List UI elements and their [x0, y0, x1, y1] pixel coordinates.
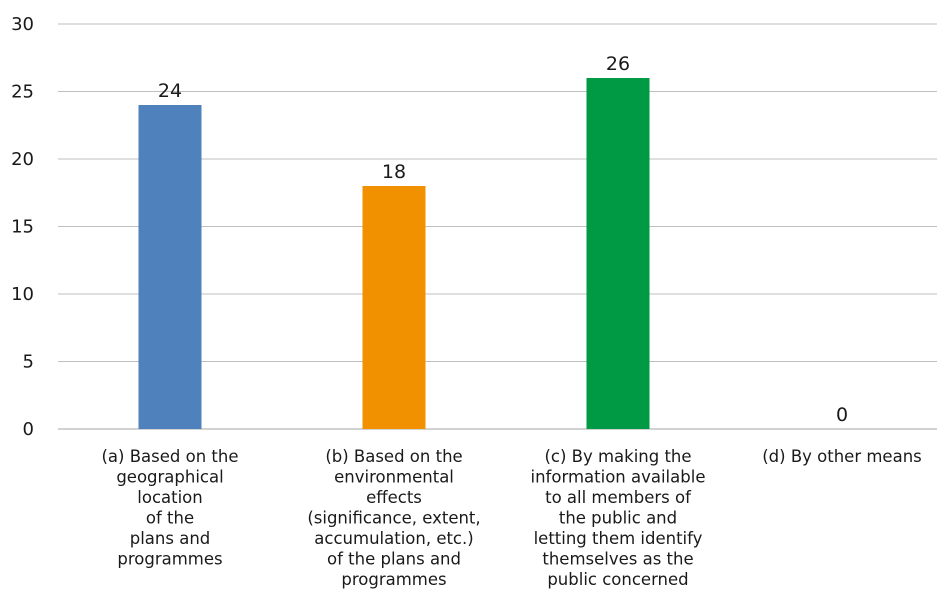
y-tick-label: 15 [11, 217, 34, 238]
bar-0 [138, 105, 202, 429]
bar-2 [586, 78, 650, 429]
category-label-line: themselves as the [542, 550, 693, 569]
category-label-line: plans and [130, 529, 211, 548]
category-label-line: effects [366, 488, 422, 507]
data-label-0: 24 [158, 80, 182, 102]
category-label-line: programmes [341, 570, 446, 589]
category-label-line: programmes [117, 550, 222, 569]
y-axis-ticks: 0 5 10 15 20 25 30 [11, 14, 34, 440]
y-tick-label: 20 [11, 149, 34, 170]
data-label-2: 26 [606, 53, 630, 75]
category-label-line: the public and [559, 509, 677, 528]
y-tick-label: 30 [11, 14, 34, 35]
category-label-line: location [137, 488, 202, 507]
category-label-line: of the [146, 509, 194, 528]
category-label-line: information available [531, 468, 706, 487]
gridlines [58, 23, 937, 430]
category-label-line: accumulation, etc.) [314, 529, 473, 548]
bar-1 [362, 186, 426, 429]
category-label-line: of the plans and [327, 550, 461, 569]
y-tick-label: 0 [23, 419, 34, 440]
data-label-1: 18 [382, 161, 406, 183]
category-label-line: (d) By other means [762, 447, 922, 466]
y-tick-label: 10 [11, 284, 34, 305]
data-labels: 24 18 26 0 [158, 53, 848, 426]
y-tick-label: 25 [11, 82, 34, 103]
category-label-line: public concerned [547, 570, 688, 589]
category-label-line: (a) Based on the [101, 447, 238, 466]
category-label-line: to all members of [545, 488, 692, 507]
category-label-line: (significance, extent, [307, 509, 480, 528]
category-label-line: (b) Based on the [325, 447, 462, 466]
data-label-3: 0 [836, 404, 848, 426]
y-tick-label: 5 [23, 352, 34, 373]
bars [138, 78, 650, 429]
category-label-line: (c) By making the [544, 447, 691, 466]
category-label-line: letting them identify [534, 529, 703, 548]
category-label-line: geographical [116, 468, 223, 487]
category-label-line: environmental [334, 468, 454, 487]
